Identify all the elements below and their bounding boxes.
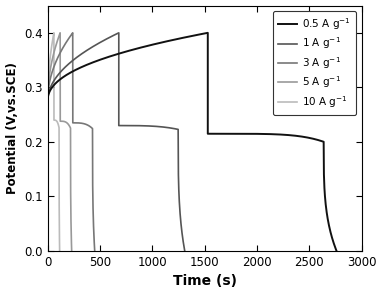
1 A g$^{-1}$	[104, 37, 109, 41]
1 A g$^{-1}$	[129, 124, 134, 127]
Line: 3 A g$^{-1}$: 3 A g$^{-1}$	[48, 33, 95, 251]
1 A g$^{-1}$	[174, 127, 178, 131]
10 A g$^{-1}$	[57, 249, 62, 253]
Y-axis label: Potential (V,vs.SCE): Potential (V,vs.SCE)	[6, 62, 19, 194]
3 A g$^{-1}$	[63, 41, 68, 45]
1 A g$^{-1}$	[183, 249, 187, 253]
10 A g$^{-1}$	[57, 125, 61, 129]
0.5 A g$^{-1}$	[206, 31, 210, 35]
10 A g$^{-1}$	[50, 41, 55, 45]
5 A g$^{-1}$	[56, 37, 60, 41]
Line: 1 A g$^{-1}$: 1 A g$^{-1}$	[48, 33, 185, 251]
3 A g$^{-1}$	[89, 126, 94, 130]
3 A g$^{-1}$	[50, 71, 54, 74]
1 A g$^{-1}$	[45, 99, 50, 103]
10 A g$^{-1}$	[50, 37, 55, 41]
3 A g$^{-1}$	[66, 37, 71, 41]
5 A g$^{-1}$	[49, 64, 53, 68]
0.5 A g$^{-1}$	[231, 132, 235, 136]
5 A g$^{-1}$	[70, 249, 74, 253]
1 A g$^{-1}$	[58, 71, 62, 74]
10 A g$^{-1}$	[53, 118, 57, 122]
3 A g$^{-1}$	[70, 31, 75, 35]
1 A g$^{-1}$	[64, 64, 69, 68]
5 A g$^{-1}$	[58, 31, 62, 35]
1 A g$^{-1}$	[97, 41, 102, 45]
5 A g$^{-1}$	[47, 71, 52, 74]
3 A g$^{-1}$	[92, 249, 97, 253]
0.5 A g$^{-1}$	[317, 139, 322, 142]
5 A g$^{-1}$	[68, 126, 73, 129]
5 A g$^{-1}$	[45, 99, 50, 103]
0.5 A g$^{-1}$	[162, 40, 166, 44]
3 A g$^{-1}$	[75, 121, 79, 125]
10 A g$^{-1}$	[47, 64, 52, 68]
5 A g$^{-1}$	[55, 41, 59, 45]
0.5 A g$^{-1}$	[73, 68, 78, 72]
3 A g$^{-1}$	[45, 99, 50, 103]
0.5 A g$^{-1}$	[178, 36, 183, 40]
1 A g$^{-1}$	[117, 31, 121, 35]
3 A g$^{-1}$	[52, 64, 57, 68]
5 A g$^{-1}$	[60, 119, 65, 123]
0.5 A g$^{-1}$	[334, 249, 339, 253]
10 A g$^{-1}$	[52, 31, 56, 35]
Line: 10 A g$^{-1}$: 10 A g$^{-1}$	[48, 33, 60, 251]
10 A g$^{-1}$	[46, 71, 51, 74]
10 A g$^{-1}$	[45, 99, 50, 103]
0.5 A g$^{-1}$	[88, 62, 93, 65]
Line: 5 A g$^{-1}$: 5 A g$^{-1}$	[48, 33, 72, 251]
Line: 0.5 A g$^{-1}$: 0.5 A g$^{-1}$	[48, 33, 337, 251]
X-axis label: Time (s): Time (s)	[173, 274, 236, 288]
Legend: 0.5 A g$^{-1}$, 1 A g$^{-1}$, 3 A g$^{-1}$, 5 A g$^{-1}$, 10 A g$^{-1}$: 0.5 A g$^{-1}$, 1 A g$^{-1}$, 3 A g$^{-1…	[273, 11, 356, 115]
0.5 A g$^{-1}$	[45, 99, 50, 103]
